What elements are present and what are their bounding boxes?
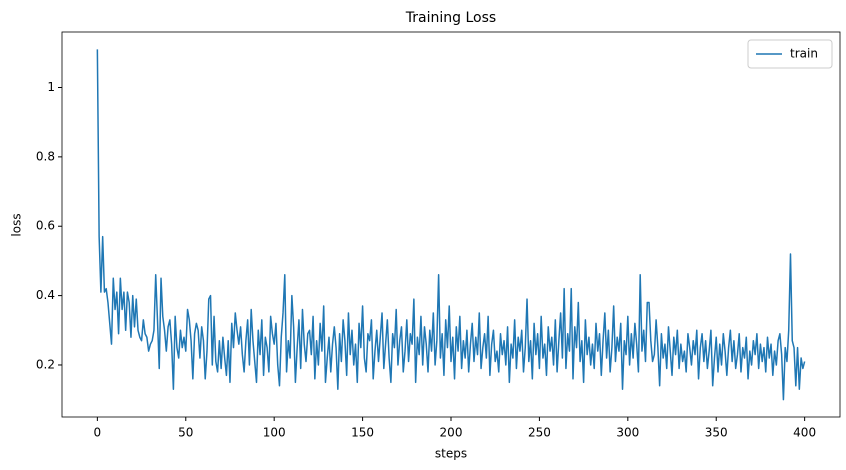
x-tick-label: 350 bbox=[705, 426, 728, 440]
x-tick-label: 50 bbox=[178, 426, 193, 440]
x-tick-label: 100 bbox=[263, 426, 286, 440]
chart-title: Training Loss bbox=[405, 10, 496, 26]
x-tick-label: 150 bbox=[351, 426, 374, 440]
y-axis-label: loss bbox=[10, 213, 24, 236]
x-axis-label: steps bbox=[435, 447, 467, 461]
y-tick-label: 0.4 bbox=[36, 288, 55, 302]
x-tick-label: 400 bbox=[793, 426, 816, 440]
legend-label: train bbox=[790, 47, 818, 61]
x-tick-label: 300 bbox=[616, 426, 639, 440]
x-tick-label: 250 bbox=[528, 426, 551, 440]
plot-frame bbox=[61, 31, 841, 418]
legend-box bbox=[747, 39, 833, 69]
y-tick-label: 1 bbox=[47, 80, 55, 94]
x-tick-label: 200 bbox=[440, 426, 463, 440]
y-tick-label: 0.2 bbox=[36, 357, 55, 371]
y-tick-label: 0.6 bbox=[36, 219, 55, 233]
y-tick-label: 0.8 bbox=[36, 149, 55, 163]
x-tick-label: 0 bbox=[94, 426, 102, 440]
line-series bbox=[96, 49, 806, 401]
